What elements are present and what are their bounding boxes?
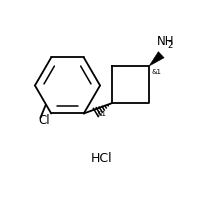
Text: &1: &1: [151, 68, 161, 74]
Text: NH: NH: [157, 35, 174, 48]
Text: 2: 2: [168, 40, 173, 49]
Text: Cl: Cl: [39, 113, 51, 126]
Polygon shape: [149, 52, 164, 67]
Text: &1: &1: [97, 111, 107, 117]
Text: HCl: HCl: [91, 151, 112, 164]
